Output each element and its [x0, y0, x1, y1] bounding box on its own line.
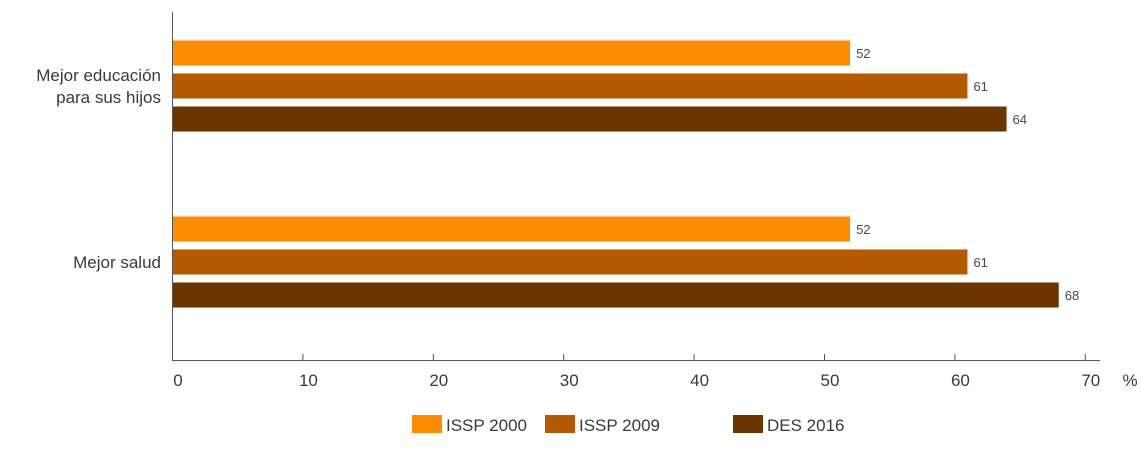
legend-label: DES 2016 — [767, 416, 845, 435]
legend-swatch — [412, 415, 442, 433]
legend-label: ISSP 2000 — [446, 416, 527, 435]
data-label: 64 — [1013, 112, 1027, 127]
value-axis: 0 10 20 30 40 50 60 70% — [172, 354, 1138, 390]
category-label: Mejor salud — [73, 253, 161, 272]
legend-swatch — [733, 415, 763, 433]
unit-label: % — [1122, 371, 1137, 390]
category-label-line: para sus hijos — [56, 88, 161, 107]
legend: ISSP 2000 ISSP 2009 DES 2016 — [412, 415, 845, 435]
tick-label: 30 — [560, 371, 579, 390]
legend-swatch — [545, 415, 575, 433]
category-label-line: Mejor salud — [73, 253, 161, 272]
data-label: 61 — [973, 79, 987, 94]
category-axis: Mejor educación para sus hijos Mejor salud — [36, 12, 173, 361]
tick-label: 10 — [299, 371, 318, 390]
tick-label: 40 — [690, 371, 709, 390]
tick-label: 60 — [951, 371, 970, 390]
category-label-line: Mejor educación — [36, 66, 161, 85]
bar — [173, 282, 1059, 308]
tick-label: 70 — [1081, 371, 1100, 390]
data-label: 52 — [856, 222, 870, 237]
tick-label: 50 — [821, 371, 840, 390]
bar — [173, 40, 851, 66]
tick-label: 0 — [173, 371, 182, 390]
category-label: Mejor educación para sus hijos — [36, 66, 161, 107]
tick-label: 20 — [429, 371, 448, 390]
bar — [173, 249, 968, 275]
data-label: 52 — [856, 46, 870, 61]
data-label: 68 — [1065, 288, 1079, 303]
bar — [173, 106, 1007, 132]
data-label: 61 — [973, 255, 987, 270]
legend-label: ISSP 2009 — [579, 416, 660, 435]
bar — [173, 73, 968, 99]
bars: 52 61 64 52 61 68 — [173, 40, 1079, 308]
bar — [173, 216, 851, 242]
